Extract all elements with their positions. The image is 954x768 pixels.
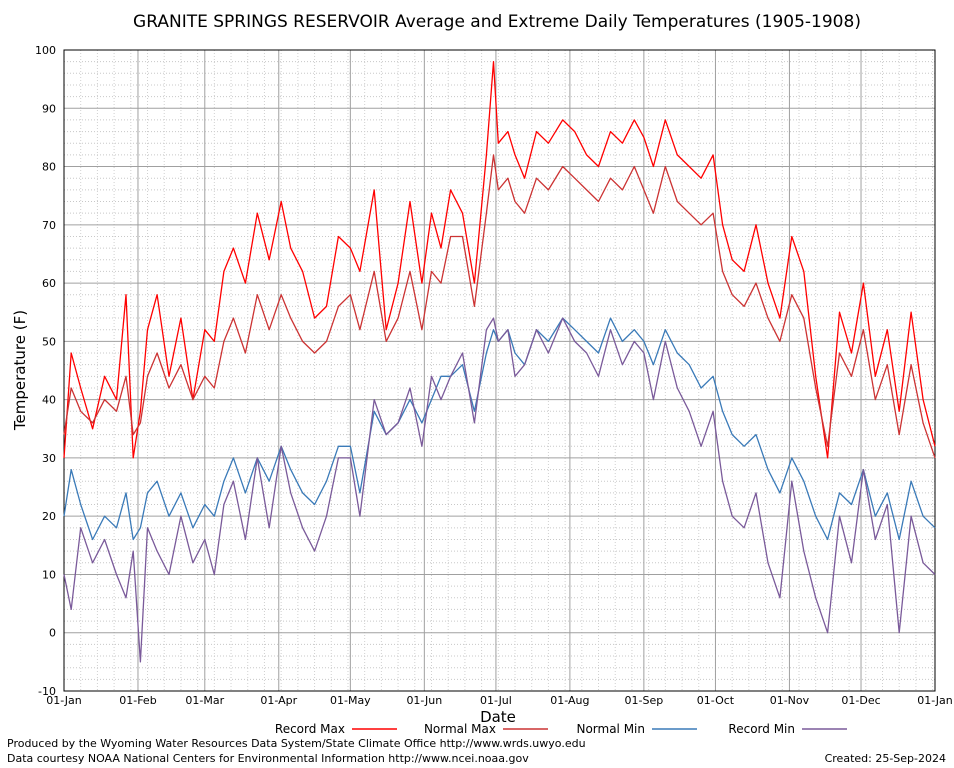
y-tick-label: 60 [42, 277, 56, 290]
y-axis-label: Temperature (F) [11, 310, 29, 431]
chart-title: GRANITE SPRINGS RESERVOIR Average and Ex… [133, 12, 861, 32]
series-line-record-max [63, 61, 936, 459]
y-tick-label: 80 [42, 161, 56, 174]
x-axis-label: Date [480, 708, 516, 726]
y-tick-label: 20 [42, 510, 56, 523]
series-line-record-min [63, 317, 936, 663]
footer-produced-by: Produced by the Wyoming Water Resources … [7, 737, 586, 750]
footer-data-courtesy: Data courtesy NOAA National Centers for … [7, 752, 529, 765]
y-tick-label: 0 [49, 627, 56, 640]
y-tick-label: -10 [38, 685, 56, 698]
x-tick-label: 01-Jan [46, 694, 82, 707]
x-tick-label: 01-Oct [697, 694, 735, 707]
x-tick-label: 01-Feb [119, 694, 156, 707]
y-tick-label: 90 [42, 102, 56, 115]
chart-grid [63, 49, 936, 692]
legend: Record Max Normal Max Normal Min Record Min [275, 722, 847, 736]
series-line-normal-min [63, 317, 936, 541]
series-line-normal-max [63, 154, 936, 459]
x-tick-label: 01-Sep [625, 694, 664, 707]
y-tick-label: 30 [42, 452, 56, 465]
y-tick-label: 100 [35, 44, 56, 57]
x-axis: 01-Jan 01-Feb 01-Mar 01-Apr 01-May 01-Jun 01-J… [46, 694, 953, 707]
data-series [63, 61, 936, 663]
plot-frame [63, 49, 936, 692]
y-tick-label: 40 [42, 394, 56, 407]
x-tick-label: 01-Aug [550, 694, 589, 707]
legend-label-normal-max: Normal Max [424, 722, 496, 736]
legend-label-record-min: Record Min [728, 722, 795, 736]
y-tick-label: 10 [42, 568, 56, 581]
footer-created-date: Created: 25-Sep-2024 [824, 752, 946, 765]
y-tick-label: 50 [42, 335, 56, 348]
legend-label-record-max: Record Max [275, 722, 345, 736]
x-tick-label: 01-May [330, 694, 371, 707]
x-tick-label: 01-Jun [406, 694, 442, 707]
x-tick-label: 01-Jul [480, 694, 512, 707]
y-axis: -10 0 10 20 30 40 50 60 70 80 90 100 [35, 44, 56, 698]
x-tick-label: 01-Nov [770, 694, 810, 707]
x-tick-label: 01-Jan [917, 694, 953, 707]
x-tick-label: 01-Mar [185, 694, 224, 707]
x-tick-label: 01-Dec [841, 694, 880, 707]
legend-label-normal-min: Normal Min [576, 722, 645, 736]
y-tick-label: 70 [42, 219, 56, 232]
x-tick-label: 01-Apr [260, 694, 297, 707]
